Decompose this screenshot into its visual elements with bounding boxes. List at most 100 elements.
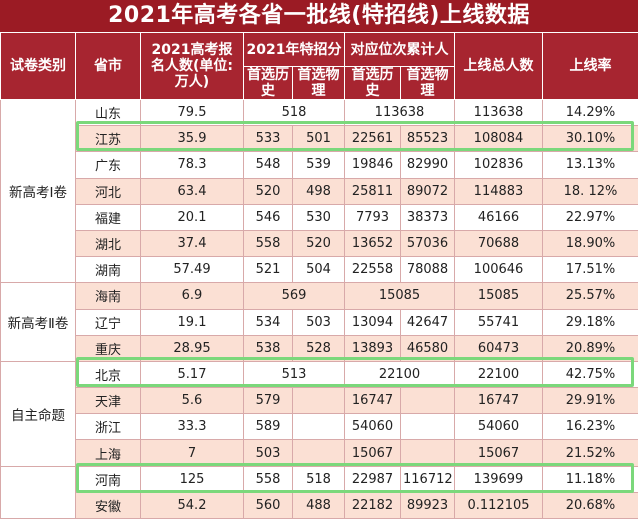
- total-cell: 0.112105: [454, 491, 543, 520]
- rank-phys-cell: 82990: [400, 151, 455, 179]
- score-phys-cell: 503: [292, 308, 345, 336]
- rank-cell: 15067: [344, 439, 401, 467]
- province-cell: 北京: [75, 360, 141, 389]
- score-phys-cell: 501: [292, 125, 345, 153]
- rank-hist-cell: 22987: [344, 465, 401, 493]
- rank-hist-cell: 22182: [344, 491, 401, 520]
- score-cell: 569: [243, 282, 345, 310]
- score-hist-cell: 558: [243, 465, 293, 493]
- applicants-cell: 79.5: [140, 98, 244, 127]
- table-row: 天津 5.6 579 16747 16747 29.91%: [1, 387, 638, 415]
- table-row: 浙江 33.3 589 54060 54060 16.23%: [1, 413, 638, 441]
- rank-cell: 113638: [344, 98, 455, 127]
- exam-type-cell: 新高考Ⅱ卷: [0, 282, 76, 362]
- score-phys-cell: 488: [292, 491, 345, 520]
- province-cell: 广东: [75, 151, 141, 179]
- rank-hist-cell: 22558: [344, 256, 401, 284]
- header-applicants-line1: 2021高考报: [151, 42, 233, 58]
- table-row: 福建 20.1 546 530 7793 38373 46166 22.97%: [1, 203, 638, 231]
- rank-hist-cell: 19846: [344, 151, 401, 179]
- applicants-cell: 19.1: [140, 308, 244, 336]
- score-hist-cell: 558: [243, 229, 293, 258]
- rate-cell: 20.68%: [542, 491, 638, 520]
- score-phys-cell: 530: [292, 203, 345, 231]
- applicants-cell: 78.3: [140, 151, 244, 179]
- rate-cell: 42.75%: [542, 360, 638, 389]
- header-score-phys-line1: 首选物: [297, 67, 340, 84]
- score-phys-cell: 520: [292, 229, 345, 258]
- rank-cell: 54060: [344, 413, 401, 441]
- score-hist-cell: 534: [243, 308, 293, 336]
- rank-cell: 22100: [344, 360, 455, 389]
- header-score-hist-line2: 史: [261, 83, 275, 99]
- province-cell: 山东: [75, 98, 141, 127]
- header-applicants-line3: 万人): [174, 74, 210, 90]
- score-hist-cell: 546: [243, 203, 293, 231]
- total-cell: 55741: [454, 308, 543, 336]
- header-rank-group: 对应位次累计人: [344, 32, 455, 67]
- total-cell: 100646: [454, 256, 543, 284]
- header-applicants: 2021高考报 名人数(单位: 万人): [140, 32, 244, 100]
- rank-hist-cell: 25811: [344, 177, 401, 205]
- rank-phys-cell: 89072: [400, 177, 455, 205]
- header-score-hist: 首选历史: [243, 66, 293, 100]
- rank-phys-cell: 42647: [400, 308, 455, 336]
- rate-cell: 30.10%: [542, 125, 638, 153]
- page-title: 2021年高考各省一批线(特招线)上线数据: [0, 0, 638, 32]
- table-row: 新高考Ⅰ卷 山东 79.5 518 113638 113638 14.29%: [0, 98, 638, 284]
- score-phys-cell: 504: [292, 256, 345, 284]
- header-province: 省市: [75, 32, 141, 100]
- rank-phys-cell: 78088: [400, 256, 455, 284]
- rank-hist-cell: 7793: [344, 203, 401, 231]
- province-cell: 湖北: [75, 229, 141, 258]
- rank-cell: 15085: [344, 282, 455, 310]
- rank-hist-cell: 22561: [344, 125, 401, 153]
- total-cell: 113638: [454, 98, 543, 127]
- applicants-cell: 6.9: [140, 282, 244, 310]
- rank-hist-cell: 13652: [344, 229, 401, 258]
- rate-cell: 14.29%: [542, 98, 638, 127]
- rate-cell: 25.57%: [542, 282, 638, 310]
- rank-hist-cell: 13094: [344, 308, 401, 336]
- data-table: 试卷类别 省市 2021高考报 名人数(单位: 万人) 2021年特招分 对应位…: [0, 32, 638, 520]
- rate-cell: 29.18%: [542, 308, 638, 336]
- total-cell: 108084: [454, 125, 543, 153]
- table-row: 上海 7 503 15067 15067 21.52%: [1, 439, 638, 467]
- total-cell: 70688: [454, 229, 543, 258]
- empty-cell: [292, 439, 345, 467]
- total-cell: 22100: [454, 360, 543, 389]
- province-cell: 河北: [75, 177, 141, 205]
- score-hist-cell: 533: [243, 125, 293, 153]
- total-cell: 15067: [454, 439, 543, 467]
- province-cell: 江苏: [75, 125, 141, 153]
- score-cell: 513: [243, 360, 345, 389]
- empty-cell: [292, 413, 345, 441]
- province-cell: 重庆: [75, 334, 141, 362]
- header-rank-phys-line2: 理: [420, 83, 435, 99]
- applicants-cell: 20.1: [140, 203, 244, 231]
- province-cell: 安徽: [75, 491, 141, 520]
- total-cell: 46166: [454, 203, 543, 231]
- total-cell: 139699: [454, 465, 543, 493]
- score-hist-cell: 560: [243, 491, 293, 520]
- rate-cell: 13.13%: [542, 151, 638, 179]
- score-hist-cell: 520: [243, 177, 293, 205]
- score-phys-cell: 539: [292, 151, 345, 179]
- total-cell: 54060: [454, 413, 543, 441]
- header-rank-hist-line1: 首选历: [351, 67, 394, 84]
- rate-cell: 18. 12%: [542, 177, 638, 205]
- rate-cell: 20.89%: [542, 334, 638, 362]
- rate-cell: 11.18%: [542, 465, 638, 493]
- rank-phys-cell: 57036: [400, 229, 455, 258]
- table-row: 自主命题 北京 5.17 513 22100 22100 42.75%: [0, 360, 638, 467]
- header-total: 上线总人数: [454, 32, 543, 100]
- score-hist-cell: 548: [243, 151, 293, 179]
- applicants-cell: 35.9: [140, 125, 244, 153]
- score-phys-cell: 528: [292, 334, 345, 362]
- header-rank-phys-line1: 首选物: [406, 67, 449, 84]
- rank-phys-cell: 85523: [400, 125, 455, 153]
- exam-type-cell: [0, 465, 76, 520]
- rate-cell: 18.90%: [542, 229, 638, 258]
- header-rank-phys: 首选物理: [400, 66, 455, 100]
- rate-cell: 17.51%: [542, 256, 638, 284]
